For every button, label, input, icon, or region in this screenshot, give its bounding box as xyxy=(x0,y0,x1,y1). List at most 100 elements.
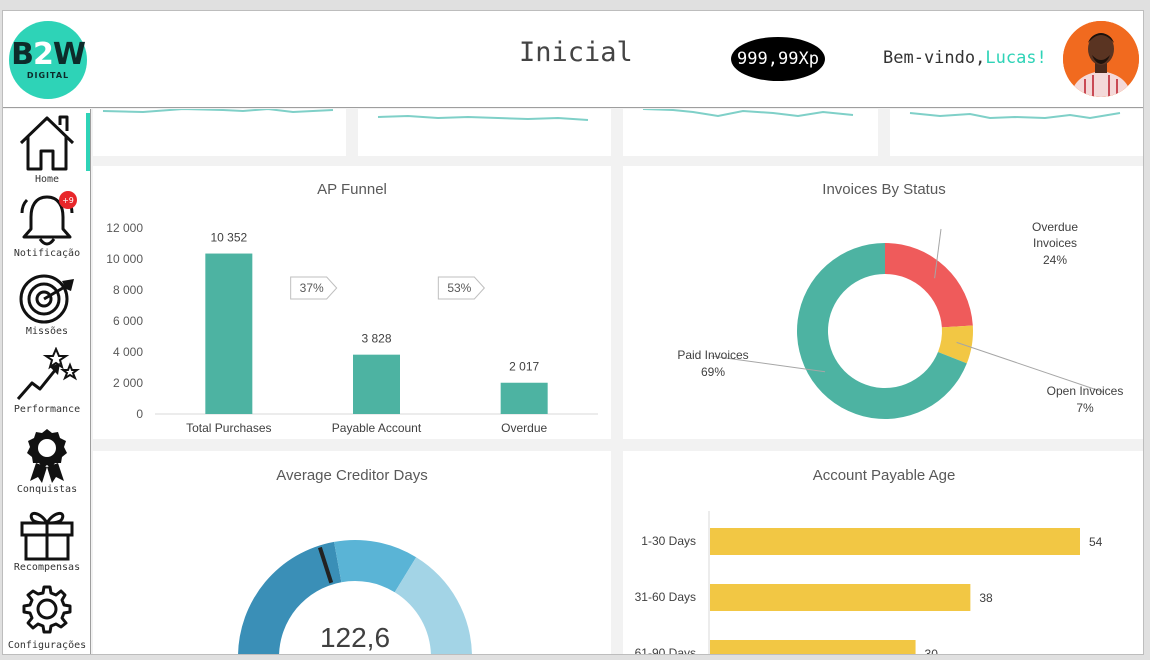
sidebar-item-label: Configurações xyxy=(7,640,87,651)
y-tick-label: 10 000 xyxy=(106,252,143,266)
sidebar-item-performance[interactable]: Performance xyxy=(3,347,91,415)
sidebar: Home +9 Notificação Missões xyxy=(3,109,91,654)
donut-slice xyxy=(885,243,973,328)
target-icon xyxy=(19,274,74,324)
y-tick-label: 2 000 xyxy=(113,376,143,390)
active-indicator xyxy=(86,113,90,171)
y-tick-label: 8 000 xyxy=(113,283,143,297)
chart-title: Invoices By Status xyxy=(822,181,946,198)
sidebar-item-label: Missões xyxy=(25,326,69,337)
app-window: B2W DIGITAL Inicial 999,99Xp Bem-vindo,L… xyxy=(2,10,1144,655)
gauge-value: 122,6 xyxy=(320,622,390,653)
kpi-card-2 xyxy=(358,109,611,156)
ap-funnel-card: AP Funnel 12 000 10 000 8 000 6 000 4 000 2 0… xyxy=(93,166,611,439)
bar-value-label: 54 xyxy=(1089,535,1103,549)
sidebar-item-label: Performance xyxy=(13,404,81,415)
payable-age-chart: 1-30 Days 54 31-60 Days 38 61-90 Days 30 xyxy=(635,511,1103,655)
slice-label: Paid Invoices xyxy=(677,348,748,362)
gift-icon xyxy=(20,512,74,561)
sidebar-item-configuracoes[interactable]: Configurações xyxy=(3,585,91,651)
conversion-arrow xyxy=(290,276,338,300)
sidebar-item-label: Conquistas xyxy=(16,484,78,495)
leader-line xyxy=(710,355,826,373)
bar-value-label: 3 828 xyxy=(361,332,391,346)
slice-pct-label: 7% xyxy=(1076,401,1094,415)
home-icon xyxy=(19,115,75,171)
sidebar-item-label: Home xyxy=(34,174,60,185)
bar xyxy=(710,584,971,611)
bar-value-label: 30 xyxy=(925,647,939,655)
chart-title: Average Creditor Days xyxy=(276,467,428,484)
y-tick-label: 31-60 Days xyxy=(635,590,696,604)
header: B2W DIGITAL Inicial 999,99Xp Bem-vindo,L… xyxy=(3,11,1143,108)
y-tick-label: 1-30 Days xyxy=(641,534,696,548)
gauge-unit: Days xyxy=(331,652,361,655)
y-tick-label: 61-90 Days xyxy=(635,646,696,655)
medal-icon xyxy=(27,429,67,483)
sidebar-item-notificacao[interactable]: +9 Notificação xyxy=(3,191,91,259)
slice-label: Overdue xyxy=(1032,220,1078,234)
invoices-donut-chart: Overdue Invoices 24% Open Invoices 7% Paid In… xyxy=(677,220,1124,419)
creditor-days-gauge: 122,6Days xyxy=(238,540,472,655)
bar-value-label: 2 017 xyxy=(509,360,539,374)
bar xyxy=(710,528,1080,555)
y-tick-label: 0 xyxy=(136,407,143,421)
kpi-card-1 xyxy=(93,107,346,156)
gauge-band xyxy=(334,540,417,593)
avatar[interactable] xyxy=(1063,21,1139,97)
gauge-band xyxy=(238,541,342,654)
gauge-needle xyxy=(318,546,334,584)
sidebar-item-label: Recompensas xyxy=(13,562,81,573)
gauge-band xyxy=(394,557,472,654)
bar-value-label: 10 352 xyxy=(210,231,247,245)
welcome-label: Bem-vindo, xyxy=(883,48,986,68)
chart-title: AP Funnel xyxy=(317,181,387,198)
sparkline xyxy=(377,114,589,121)
creditor-days-card: Average Creditor Days 122,6Days xyxy=(93,451,611,655)
avatar-illustration xyxy=(1063,21,1139,97)
slice-pct-label: 24% xyxy=(1043,253,1067,267)
logo-subtitle: DIGITAL xyxy=(26,71,70,80)
growth-icon xyxy=(16,347,80,400)
slice-label: Open Invoices xyxy=(1047,384,1124,398)
y-tick-label: 6 000 xyxy=(113,314,143,328)
bar xyxy=(500,382,548,414)
payable-age-card: Account Payable Age 1-30 Days 54 31-60 Day… xyxy=(623,451,1143,655)
bar xyxy=(353,354,400,414)
conversion-arrow xyxy=(437,276,486,300)
kpi-card-4 xyxy=(890,109,1143,156)
b2w-logo[interactable]: B2W DIGITAL xyxy=(9,21,87,99)
sparkline xyxy=(909,112,1121,120)
notification-badge: +9 xyxy=(59,191,77,209)
ap-funnel-chart: 12 000 10 000 8 000 6 000 4 000 2 000 0 10 352 T… xyxy=(106,221,598,435)
y-tick-label: 12 000 xyxy=(106,221,143,235)
x-tick-label: Total Purchases xyxy=(186,421,271,435)
sidebar-item-home[interactable]: Home xyxy=(3,113,91,185)
sidebar-item-conquistas[interactable]: Conquistas xyxy=(3,427,91,495)
invoices-status-card: Invoices By Status Overdue Invoices 24% Ope… xyxy=(623,166,1143,439)
bar xyxy=(710,640,916,654)
donut-slice xyxy=(797,243,967,419)
user-name: Lucas! xyxy=(985,48,1047,68)
slice-pct-label: 69% xyxy=(701,365,725,379)
conversion-label: 37% xyxy=(300,281,324,295)
sidebar-item-recompensas[interactable]: Recompensas xyxy=(3,507,91,573)
slice-label: Invoices xyxy=(1033,236,1077,250)
leader-line xyxy=(956,341,1104,393)
sparkline xyxy=(642,108,854,118)
sparkline xyxy=(102,107,334,114)
sidebar-item-label: Notificação xyxy=(13,248,81,259)
y-tick-label: 4 000 xyxy=(113,345,143,359)
sidebar-item-missoes[interactable]: Missões xyxy=(3,269,91,337)
kpi-card-3 xyxy=(623,108,878,156)
gear-icon xyxy=(22,585,72,634)
x-tick-label: Overdue xyxy=(501,421,547,435)
conversion-label: 53% xyxy=(447,281,471,295)
page-title: Inicial xyxy=(519,37,633,68)
xp-badge: 999,99Xp xyxy=(731,37,825,81)
welcome-text: Bem-vindo,Lucas! xyxy=(883,48,1047,68)
x-tick-label: Payable Account xyxy=(332,421,422,435)
logo-wordmark: B2W xyxy=(11,37,86,72)
bar-value-label: 38 xyxy=(979,591,993,605)
leader-line xyxy=(934,228,942,279)
